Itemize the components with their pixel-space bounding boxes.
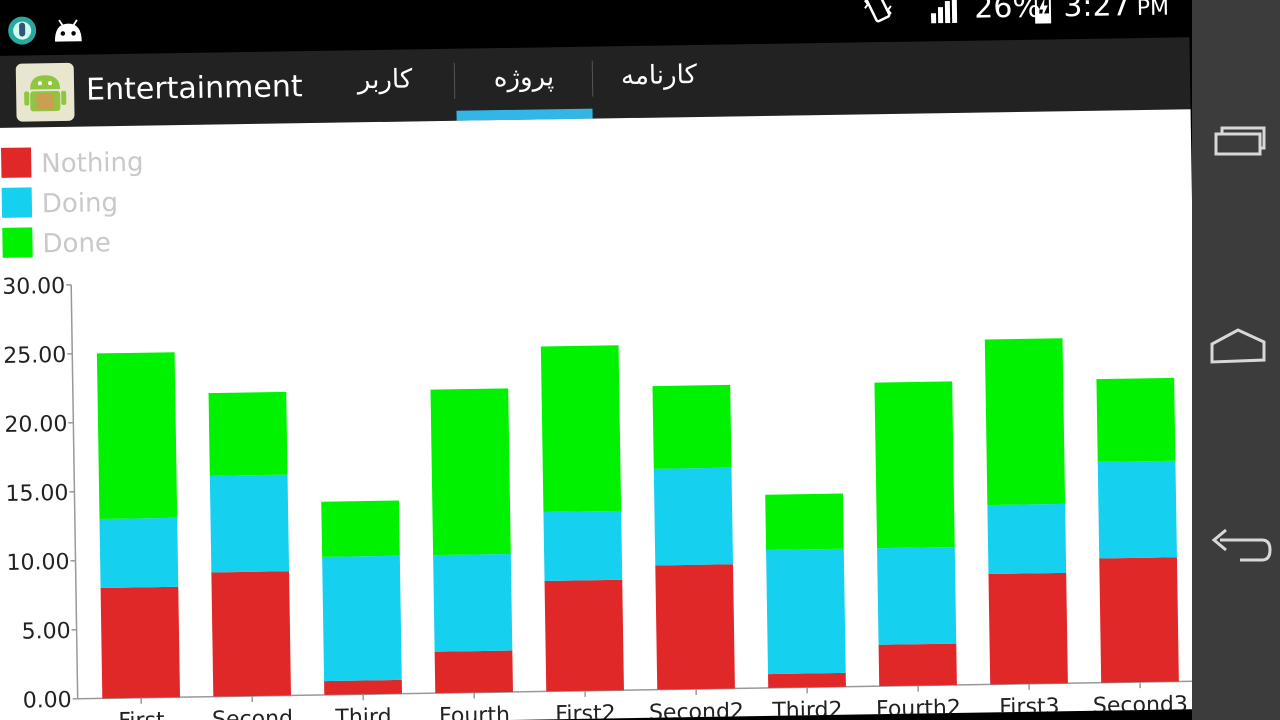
android-robot-icon — [54, 19, 82, 42]
bar-segment-nothing — [1099, 557, 1179, 683]
bar-segment-doing — [543, 510, 623, 582]
bar-segment-doing — [433, 553, 513, 652]
usb-debug-icon — [8, 16, 37, 45]
bar-segment-done — [984, 338, 1066, 506]
bar-segment-nothing — [655, 564, 735, 690]
tab-report-card-label: کارنامه — [620, 59, 698, 92]
y-tick-label: 5.00 — [21, 619, 70, 645]
bar-segment-doing — [322, 555, 402, 682]
y-tick-label: 25.00 — [3, 343, 66, 369]
android-robot-icon — [24, 75, 67, 112]
y-tick-label: 30.00 — [2, 274, 65, 300]
recent-apps-icon — [1214, 126, 1266, 156]
bar-segment-doing — [653, 467, 733, 566]
tab-user[interactable]: کاربر — [320, 49, 451, 123]
back-arrow-icon — [1211, 528, 1272, 562]
bar-segment-done — [540, 345, 622, 513]
clock-ampm: PM — [1136, 0, 1170, 22]
bar-segment-nothing — [544, 579, 624, 692]
x-tick-label: Third2 — [771, 698, 843, 720]
chart-container: Nothing Doing Done 0.00 5.00 10.00 15.00 20.… — [0, 109, 1200, 720]
bar-segment-nothing — [878, 643, 957, 687]
x-tick-label: Third — [334, 705, 392, 720]
bar-segment-nothing — [100, 586, 181, 699]
action-bar: Entertainment کاربر پروژه کارنامه — [0, 37, 1191, 129]
vibrate-icon — [864, 0, 892, 23]
bar-segment-doing — [209, 474, 290, 573]
x-tick-label: Fourth — [439, 703, 510, 720]
tab-report-card[interactable]: کارنامه — [593, 45, 724, 119]
bar-segment-doing — [987, 503, 1067, 575]
x-tick-label: First — [118, 708, 165, 720]
bar-segment-done — [765, 493, 844, 550]
bar-segment-nothing — [434, 650, 513, 694]
x-tick-label: Fourth2 — [876, 696, 961, 720]
bar-segment-done — [96, 352, 178, 520]
y-tick-label: 15.00 — [5, 481, 68, 507]
back-button[interactable] — [1200, 512, 1272, 576]
y-tick-label: 10.00 — [6, 550, 69, 576]
bar-segment-doing — [1097, 460, 1177, 559]
bar-segment-doing — [766, 548, 846, 675]
x-tick-label: Second — [212, 706, 293, 720]
tab-user-label: کاربر — [357, 64, 413, 96]
home-icon — [1210, 328, 1266, 364]
bar-segment-doing — [99, 517, 179, 589]
app-launcher-icon[interactable] — [15, 62, 75, 122]
x-tick-label: Second3 — [1093, 692, 1188, 718]
tab-project-label: پروژه — [493, 62, 555, 94]
navigation-bar — [1192, 0, 1280, 720]
bar-segment-nothing — [324, 679, 402, 695]
x-tick-label: First3 — [999, 694, 1060, 720]
y-tick-label: 0.00 — [23, 688, 72, 714]
y-tick-label: 20.00 — [4, 412, 67, 438]
bar-segment-done — [652, 384, 732, 469]
bar-segment-nothing — [988, 572, 1068, 685]
clock: 3:27 PM — [1063, 0, 1169, 24]
clock-time: 3:27 — [1063, 0, 1131, 25]
recent-apps-button[interactable] — [1200, 112, 1272, 176]
home-button[interactable] — [1200, 312, 1272, 376]
bar-segment-done — [874, 381, 955, 549]
signal-icon — [931, 0, 958, 24]
x-tick-label: First2 — [555, 701, 616, 720]
bar-segment-doing — [877, 546, 957, 645]
bar-segment-done — [208, 391, 288, 476]
bar-segment-done — [1096, 377, 1176, 462]
x-tick-label: Second2 — [649, 699, 744, 720]
battery-percent: 26% — [973, 0, 1042, 26]
stacked-bar-chart: 0.00 5.00 10.00 15.00 20.00 25.00 30.00 First Se… — [2, 274, 1196, 720]
battery-charging-icon — [1034, 0, 1052, 24]
bar-segment-done — [321, 500, 400, 557]
status-bar: 26% 3:27 PM — [0, 0, 1190, 57]
bar-segment-nothing — [211, 571, 291, 697]
bar-segment-done — [430, 388, 511, 556]
bar-segment-nothing — [768, 672, 846, 688]
app-title: Entertainment — [85, 69, 303, 108]
